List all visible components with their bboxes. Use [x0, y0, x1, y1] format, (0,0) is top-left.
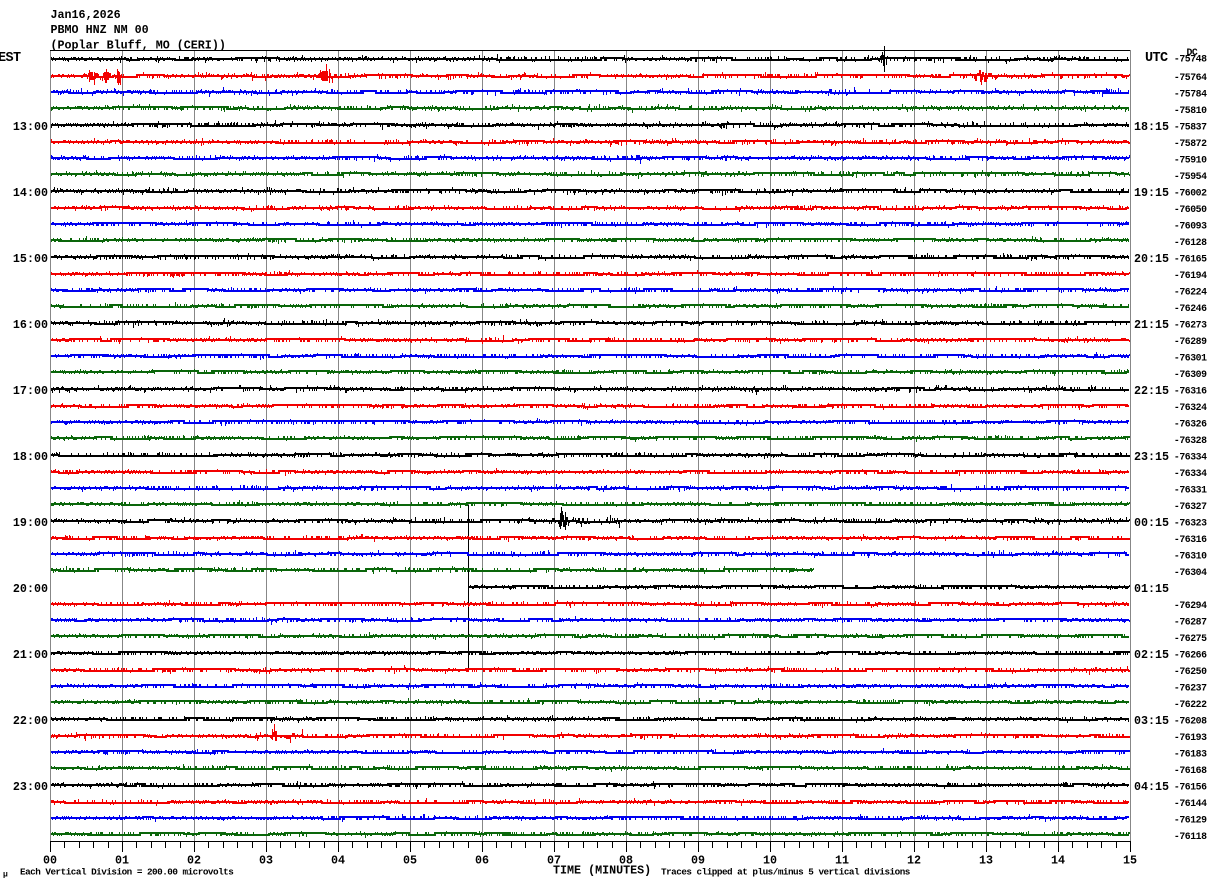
svg-text:04:15: 04:15 [1134, 780, 1169, 794]
svg-text:-76093: -76093 [1174, 221, 1207, 232]
svg-text:15:00: 15:00 [13, 252, 48, 266]
svg-text:-76250: -76250 [1174, 666, 1207, 677]
svg-text:09: 09 [691, 853, 705, 867]
svg-text:19:00: 19:00 [13, 516, 48, 530]
svg-text:-76224: -76224 [1174, 287, 1207, 298]
svg-text:18:00: 18:00 [13, 450, 48, 464]
svg-text:-76331: -76331 [1174, 485, 1207, 496]
svg-text:13: 13 [979, 853, 993, 867]
svg-text:-76310: -76310 [1174, 551, 1207, 562]
svg-text:-76316: -76316 [1174, 534, 1207, 545]
svg-text:-75954: -75954 [1174, 171, 1207, 182]
svg-text:-76326: -76326 [1174, 419, 1207, 430]
svg-text:23:15: 23:15 [1134, 450, 1169, 464]
svg-text:03:15: 03:15 [1134, 714, 1169, 728]
svg-text:01:15: 01:15 [1134, 582, 1169, 596]
svg-text:-76208: -76208 [1174, 716, 1207, 727]
svg-text:-76266: -76266 [1174, 650, 1207, 661]
svg-text:21:15: 21:15 [1134, 318, 1169, 332]
svg-text:-76183: -76183 [1174, 749, 1207, 760]
svg-text:00:15: 00:15 [1134, 516, 1169, 530]
svg-text:05: 05 [403, 853, 417, 867]
svg-text:-76002: -76002 [1174, 188, 1207, 199]
svg-text:22:15: 22:15 [1134, 384, 1169, 398]
svg-text:-76304: -76304 [1174, 567, 1207, 578]
svg-text:-76165: -76165 [1174, 254, 1207, 265]
svg-text:02: 02 [187, 853, 201, 867]
svg-text:-76323: -76323 [1174, 518, 1207, 529]
svg-text:-76328: -76328 [1174, 435, 1207, 446]
svg-text:10: 10 [763, 853, 777, 867]
svg-text:-76273: -76273 [1174, 320, 1207, 331]
svg-text:Each Vertical Division = 200.: Each Vertical Division = 200.00 microvol… [20, 867, 234, 878]
svg-text:PBMO HNZ NM 00: PBMO HNZ NM 00 [51, 23, 149, 37]
svg-text:17:00: 17:00 [13, 384, 48, 398]
svg-text:11: 11 [835, 853, 849, 867]
svg-text:16:00: 16:00 [13, 318, 48, 332]
svg-text:07: 07 [547, 853, 561, 867]
svg-text:00: 00 [43, 853, 57, 867]
svg-text:-76246: -76246 [1174, 303, 1207, 314]
svg-text:-76301: -76301 [1174, 353, 1207, 364]
svg-text:14: 14 [1051, 853, 1065, 867]
svg-text:02:15: 02:15 [1134, 648, 1169, 662]
svg-text:-76327: -76327 [1174, 501, 1207, 512]
svg-text:-75910: -75910 [1174, 155, 1207, 166]
svg-text:-76334: -76334 [1174, 452, 1207, 463]
svg-text:18:15: 18:15 [1134, 120, 1169, 134]
svg-text:-76222: -76222 [1174, 699, 1207, 710]
svg-text:20:15: 20:15 [1134, 252, 1169, 266]
svg-text:23:00: 23:00 [13, 780, 48, 794]
svg-text:-76316: -76316 [1174, 386, 1207, 397]
svg-text:-75748: -75748 [1174, 53, 1207, 64]
svg-text:14:00: 14:00 [13, 186, 48, 200]
svg-text:-76294: -76294 [1174, 600, 1207, 611]
svg-text:20:00: 20:00 [13, 582, 48, 596]
svg-text:04: 04 [331, 853, 345, 867]
svg-text:DC: DC [1187, 47, 1198, 58]
svg-text:-76156: -76156 [1174, 782, 1207, 793]
svg-text:-76128: -76128 [1174, 237, 1207, 248]
svg-text:-76289: -76289 [1174, 336, 1207, 347]
svg-text:01: 01 [115, 853, 129, 867]
svg-text:12: 12 [907, 853, 921, 867]
svg-text:-75872: -75872 [1174, 138, 1207, 149]
svg-text:-76144: -76144 [1174, 798, 1207, 809]
svg-text:21:00: 21:00 [13, 648, 48, 662]
svg-text:-76324: -76324 [1174, 402, 1207, 413]
svg-text:-76118: -76118 [1174, 831, 1207, 842]
svg-text:-76275: -76275 [1174, 633, 1207, 644]
svg-text:-75764: -75764 [1174, 72, 1207, 83]
svg-text:EST: EST [0, 51, 21, 66]
svg-text:-76168: -76168 [1174, 765, 1207, 776]
svg-text:-76194: -76194 [1174, 270, 1207, 281]
svg-text:Jan16,2026: Jan16,2026 [51, 8, 121, 22]
svg-text:13:00: 13:00 [13, 120, 48, 134]
svg-text:19:15: 19:15 [1134, 186, 1169, 200]
svg-text:08: 08 [619, 853, 633, 867]
svg-text:22:00: 22:00 [13, 714, 48, 728]
svg-text:-76237: -76237 [1174, 683, 1207, 694]
svg-text:-76287: -76287 [1174, 617, 1207, 628]
svg-text:-75810: -75810 [1174, 105, 1207, 116]
svg-text:06: 06 [475, 853, 489, 867]
svg-text:-76050: -76050 [1174, 204, 1207, 215]
svg-text:-76129: -76129 [1174, 815, 1207, 826]
svg-text:-75837: -75837 [1174, 122, 1207, 133]
svg-text:(Poplar Bluff, MO (CERI)): (Poplar Bluff, MO (CERI)) [51, 39, 226, 53]
svg-text:TIME (MINUTES): TIME (MINUTES) [553, 864, 651, 878]
svg-text:μ: μ [3, 871, 8, 880]
svg-text:-75784: -75784 [1174, 89, 1207, 100]
svg-text:15: 15 [1123, 853, 1137, 867]
svg-text:Traces clipped at plus/minus 5: Traces clipped at plus/minus 5 vertical … [661, 866, 911, 877]
svg-text:-76309: -76309 [1174, 369, 1207, 380]
svg-text:UTC: UTC [1145, 51, 1168, 66]
svg-text:-76334: -76334 [1174, 468, 1207, 479]
svg-text:-76193: -76193 [1174, 732, 1207, 743]
svg-text:03: 03 [259, 853, 273, 867]
